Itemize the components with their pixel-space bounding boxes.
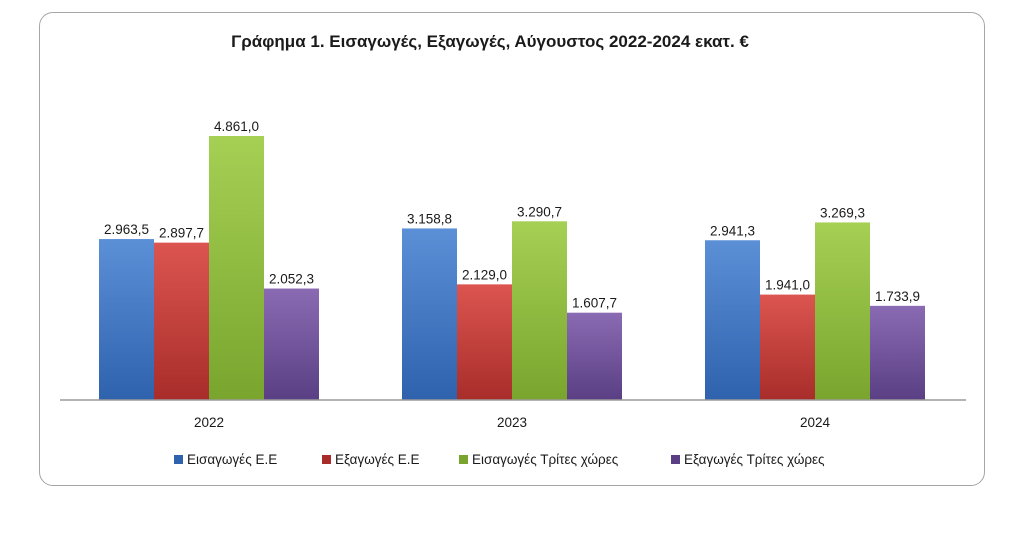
data-label-2023-series-3: 3.290,7 [517,204,562,219]
data-label-2024-series-4: 1.733,9 [875,289,920,304]
category-label-2022: 2022 [194,415,224,430]
data-label-2022-series-2: 2.897,7 [159,226,204,241]
data-labels: 2.963,5 2.897,7 4.861,0 2.052,3 3.158,8 2.129… [104,119,920,311]
bar-2022-series-4 [264,288,319,400]
category-labels: 2022 2023 2024 [194,415,831,430]
bar-2022-series-2 [154,242,209,400]
bar-2023-series-1 [402,228,457,400]
data-label-2024-series-3: 3.269,3 [820,205,865,220]
legend-swatch-2 [322,455,331,464]
category-label-2024: 2024 [800,415,831,430]
data-label-2022-series-3: 4.861,0 [214,119,259,134]
bar-2023-series-3 [512,221,567,400]
bar-2024-series-1 [705,240,760,400]
chart-title: Γράφημα 1. Εισαγωγές, Εξαγωγές, Αύγουστο… [231,32,749,51]
data-label-2022-series-4: 2.052,3 [269,272,314,287]
data-label-2022-series-1: 2.963,5 [104,222,149,237]
bar-2023-series-2 [457,284,512,400]
data-label-2023-series-1: 3.158,8 [407,211,452,226]
legend-swatch-4 [671,455,680,464]
legend-label-1: Εισαγωγές Ε.Ε [187,452,277,467]
legend-label-3: Εισαγωγές Τρίτες χώρες [472,452,619,467]
bar-2023-series-4 [567,312,622,400]
bar-2022-series-1 [99,239,154,400]
bar-2024-series-2 [760,294,815,400]
bar-2022-series-3 [209,136,264,400]
data-label-2023-series-4: 1.607,7 [572,296,617,311]
legend-label-2: Εξαγωγές Ε.Ε [335,452,420,467]
bar-2024-series-4 [870,305,925,400]
bars [99,136,925,400]
legend-swatch-3 [459,455,468,464]
legend: Εισαγωγές Ε.Ε Εξαγωγές Ε.Ε Εισαγωγές Τρίτε… [174,452,825,467]
legend-swatch-1 [174,455,183,464]
category-label-2023: 2023 [497,415,527,430]
data-label-2024-series-2: 1.941,0 [765,278,810,293]
data-label-2023-series-2: 2.129,0 [462,267,507,282]
data-label-2024-series-1: 2.941,3 [710,223,755,238]
bar-2024-series-3 [815,222,870,400]
legend-label-4: Εξαγωγές Τρίτες χώρες [684,452,825,467]
